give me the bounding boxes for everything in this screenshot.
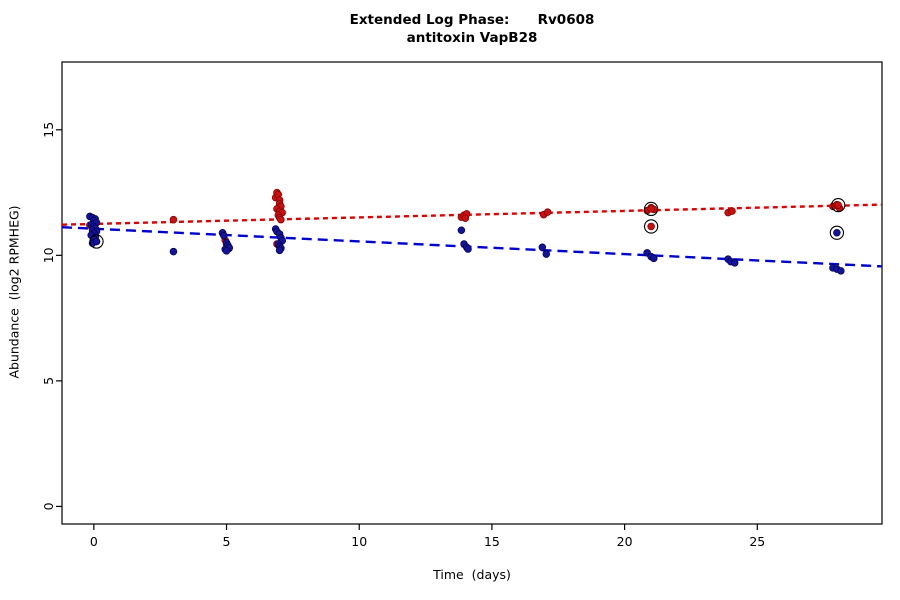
data-point-red — [461, 214, 470, 222]
x-tick-label: 25 — [749, 534, 765, 549]
flag-ring — [643, 219, 659, 234]
flagged-point-red — [834, 201, 842, 209]
data-point-red — [728, 207, 736, 215]
flagged-point-red — [647, 222, 655, 231]
chart-subtitle: antitoxin VapB28 — [406, 30, 538, 46]
flagged-point-red — [647, 205, 655, 213]
data-point-blue — [275, 246, 284, 255]
data-point-blue — [457, 226, 466, 234]
data-point-red — [277, 215, 285, 224]
data-point-blue — [538, 243, 547, 252]
flagged-point-blue — [92, 237, 101, 246]
y-tick-label: 10 — [41, 247, 56, 263]
flag-ring — [831, 197, 846, 213]
data-point-blue — [169, 247, 178, 256]
chart-title: Extended Log Phase: Rv0608 — [349, 12, 595, 28]
x-tick-label: 15 — [484, 534, 500, 549]
data-point-blue — [222, 247, 231, 255]
data-point-blue — [837, 267, 845, 275]
x-tick-label: 10 — [351, 534, 367, 549]
trend-line-red — [61, 203, 883, 226]
y-axis-label: Abundance (log2 RPMHEG) — [6, 205, 22, 379]
data-point-blue — [542, 250, 551, 258]
data-point-blue — [464, 245, 472, 253]
flag-ring — [829, 225, 845, 240]
x-tick-label: 20 — [617, 534, 633, 549]
trend-line-blue — [61, 226, 883, 268]
y-tick-label: 5 — [41, 377, 56, 385]
flagged-point-blue — [833, 228, 841, 237]
y-tick-label: 0 — [41, 502, 56, 510]
data-point-blue — [730, 259, 739, 267]
data-point-blue — [650, 254, 658, 263]
x-tick-label: 5 — [223, 534, 231, 549]
plot-box — [61, 61, 883, 525]
x-tick-label: 0 — [90, 534, 98, 549]
flag-ring — [89, 234, 104, 249]
flag-ring — [643, 201, 659, 217]
x-axis-label: Time (days) — [433, 567, 511, 582]
data-point-red — [543, 208, 552, 216]
data-point-red — [169, 215, 178, 224]
y-tick-label: 15 — [41, 122, 56, 138]
data-point-blue — [220, 232, 228, 240]
